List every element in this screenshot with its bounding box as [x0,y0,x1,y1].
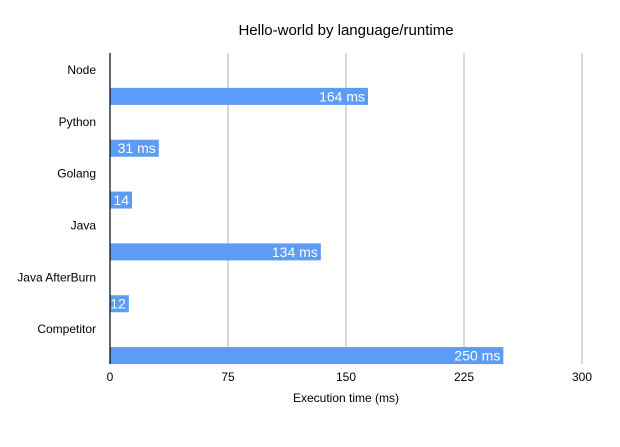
x-tick-layer: 0 75 150 225 300 [107,370,593,384]
x-tick-label-225: 225 [454,370,474,384]
bar-python [110,139,159,157]
bar-golang [110,191,133,209]
category-label-golang: Golang [57,167,96,181]
category-label-java: Java [71,218,97,232]
bar-competitor [110,347,504,365]
category-label-layer: Node Python Golang Java Java AfterBurn Compet… [17,63,96,336]
x-tick-label-300: 300 [572,370,592,384]
category-label-node: Node [67,63,96,77]
x-tick-label-150: 150 [336,370,356,384]
data-label-node: 164 ms [319,88,365,104]
x-tick-label-75: 75 [221,370,235,384]
x-tick-label-0: 0 [107,370,114,384]
data-label-java: 134 ms [272,244,318,260]
x-axis-label: Execution time (ms) [293,391,399,405]
data-label-golang: 14 [113,192,129,208]
bar-layer: 164 ms 31 ms 14 134 ms 12 250 ms [110,87,504,365]
category-label-competitor: Competitor [37,322,96,336]
bar-java-afterburn [110,295,129,313]
data-label-python: 31 ms [118,140,156,156]
bar-node [110,87,369,105]
data-label-competitor: 250 ms [454,348,500,364]
category-label-java-afterburn: Java AfterBurn [17,270,96,284]
category-label-python: Python [59,115,96,129]
chart-title: Hello-world by language/runtime [238,22,453,39]
data-label-java-afterburn: 12 [110,296,126,312]
bar-java [110,243,321,261]
